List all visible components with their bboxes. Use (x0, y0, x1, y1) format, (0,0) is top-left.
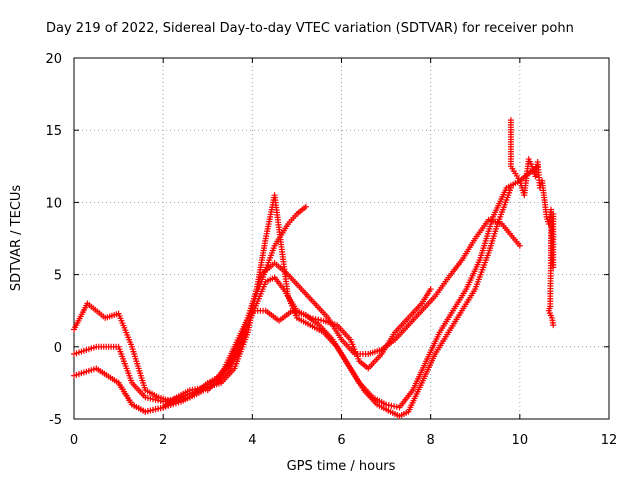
x-tick-label: 10 (512, 433, 529, 448)
data-series (71, 117, 557, 420)
grid-lines (74, 58, 609, 419)
y-tick-labels: -5 0 5 10 15 20 (45, 52, 62, 428)
x-tick-labels: 0 2 4 6 8 10 12 (70, 433, 617, 448)
y-axis-label: SDTVAR / TECUs (9, 185, 24, 292)
y-tick-label: -5 (49, 413, 62, 428)
y-tick-label: 5 (54, 269, 62, 284)
data-point (427, 286, 434, 293)
x-tick-label: 8 (427, 433, 435, 448)
data-point (550, 322, 557, 329)
x-tick-label: 12 (601, 433, 618, 448)
y-tick-label: 15 (45, 124, 62, 139)
x-axis-label: GPS time / hours (287, 459, 396, 474)
x-tick-label: 6 (337, 433, 345, 448)
data-point (302, 203, 309, 210)
y-tick-label: 10 (45, 196, 62, 211)
chart-title: Day 219 of 2022, Sidereal Day-to-day VTE… (46, 21, 574, 36)
series-5 (204, 203, 309, 394)
series-4 (115, 184, 514, 420)
x-tick-label: 2 (159, 433, 167, 448)
series-6 (507, 117, 557, 329)
plot-frame (73, 57, 610, 420)
x-tick-label: 0 (70, 433, 78, 448)
data-point (516, 242, 523, 249)
y-tick-label: 0 (54, 341, 62, 356)
y-tick-label: 20 (45, 52, 62, 67)
x-tick-label: 4 (248, 433, 256, 448)
data-point (507, 184, 514, 191)
